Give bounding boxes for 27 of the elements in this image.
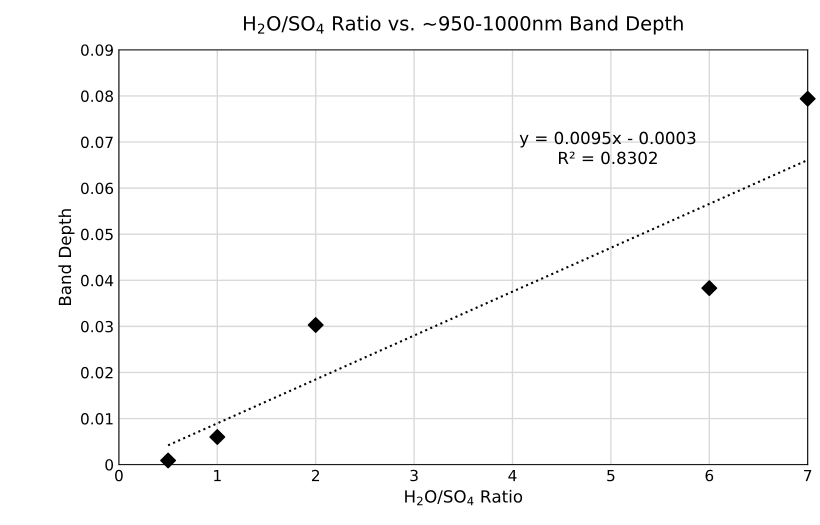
point: [308, 317, 324, 333]
x-axis-title: H$_{2}$O/SO$_{4}$ Ratio: [405, 490, 522, 506]
x-tick-label: 4: [508, 470, 517, 482]
y-tick-label: 0.02: [81, 366, 113, 378]
y-tick-label: 0.04: [81, 274, 114, 286]
chart-title: H$_{2}$O/SO$_{4}$ Ratio vs. ~950-1000nm Band Depth: [244, 16, 683, 34]
y-tick-label: 0.01: [81, 413, 113, 425]
point: [209, 428, 226, 445]
y-tick-label: 0.06: [81, 182, 114, 194]
point: [800, 90, 816, 107]
x-tick-label: 2: [312, 470, 320, 482]
y-tick-label: 0.05: [81, 228, 113, 240]
x-tick-label: 5: [607, 470, 614, 482]
x-tick-label: 1: [214, 470, 221, 482]
x-tick-label: 3: [410, 470, 418, 482]
annotation: y = 0.0095x - 0.0003 R² = 0.8302: [520, 132, 696, 164]
x-tick-label: 6: [706, 470, 714, 482]
y-tick-label: 0.08: [81, 90, 113, 102]
x-tick-label: 7: [804, 470, 812, 482]
y-tick-label: 0.09: [81, 44, 113, 56]
y-axis-title: Band Depth: [58, 209, 74, 306]
x-tick-label: 0: [115, 470, 123, 482]
y-tick-label: 0.03: [81, 320, 113, 332]
point: [701, 280, 718, 296]
y-tick-label: 0.07: [81, 136, 113, 148]
point: [160, 452, 176, 468]
y-tick-label: 0: [105, 459, 114, 471]
